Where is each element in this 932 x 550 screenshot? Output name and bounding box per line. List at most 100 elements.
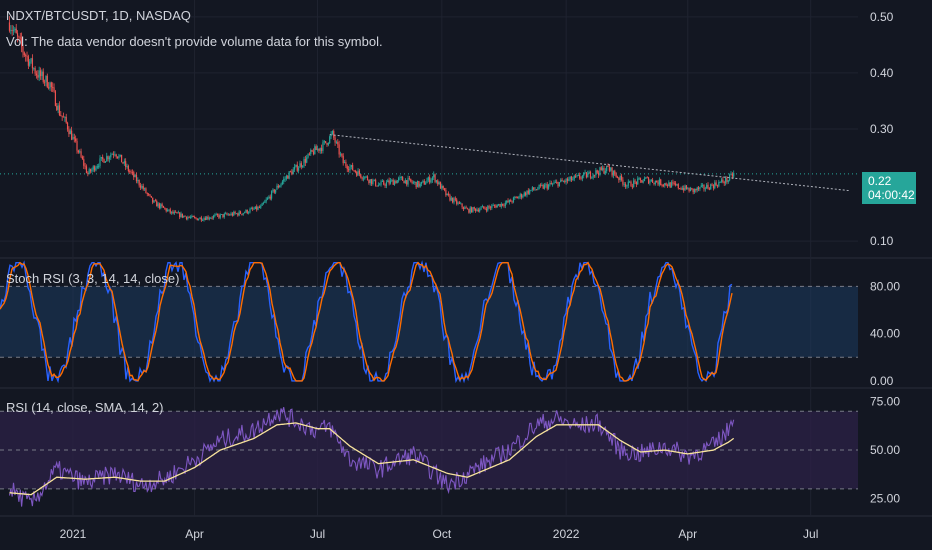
- candle-body: [672, 182, 674, 184]
- candle-body: [665, 183, 667, 186]
- candle-body: [185, 216, 188, 219]
- candle-body: [507, 200, 509, 203]
- time-tick-label: Oct: [433, 527, 452, 541]
- candle-body: [298, 167, 300, 171]
- candle-body: [491, 205, 493, 209]
- candle-body: [341, 153, 343, 156]
- candle-body: [323, 141, 325, 143]
- candle-body: [316, 148, 319, 151]
- candle-body: [597, 172, 600, 175]
- candle-body: [612, 170, 615, 176]
- candle-body: [252, 208, 254, 210]
- candle-body: [703, 185, 705, 189]
- candle-body: [577, 175, 579, 176]
- candle-body: [208, 218, 211, 220]
- candle-body: [377, 185, 379, 187]
- candle-body: [212, 215, 215, 219]
- candle-body: [383, 181, 385, 185]
- candle-body: [626, 185, 628, 187]
- candle-body: [49, 82, 51, 89]
- candle-body: [406, 180, 408, 185]
- candle-body: [76, 141, 78, 151]
- symbol-legend[interactable]: NDXT/BTCUSDT, 1D, NASDAQ: [6, 8, 191, 23]
- candle-body: [670, 182, 673, 188]
- candle-body: [116, 156, 119, 158]
- candle-body: [689, 188, 692, 192]
- candle-body: [473, 207, 475, 209]
- candle-body: [652, 179, 654, 183]
- rsi-legend[interactable]: RSI (14, close, SMA, 14, 2): [6, 400, 164, 415]
- candle-body: [23, 52, 25, 56]
- candle-body: [137, 180, 139, 182]
- candle-body: [188, 217, 190, 219]
- candle-body: [100, 157, 102, 159]
- candle-body: [65, 116, 67, 123]
- candle-body: [447, 193, 450, 196]
- candle-body: [379, 184, 381, 186]
- candle-body: [334, 137, 336, 143]
- candle-body: [506, 200, 508, 203]
- candle-body: [320, 148, 323, 151]
- candle-body: [441, 185, 443, 189]
- candle-body: [364, 176, 366, 179]
- candle-body: [453, 198, 455, 203]
- candle-body: [243, 212, 246, 214]
- candle-body: [285, 175, 288, 179]
- candle-body: [511, 201, 513, 203]
- candle-body: [503, 205, 505, 207]
- candle-body: [98, 166, 100, 167]
- candle-body: [311, 150, 313, 152]
- price-axis[interactable]: 0.50 0.40 0.30 0.10 80.00 40.00 0.00 75.00 50.00…: [870, 10, 900, 506]
- candle-body: [529, 190, 531, 194]
- price-tick-label: 0.30: [870, 122, 894, 136]
- candle-body: [164, 207, 166, 209]
- candle-body: [268, 196, 270, 199]
- candle-body: [181, 213, 184, 218]
- candle-body: [599, 167, 601, 175]
- candle-body: [152, 197, 154, 203]
- candle-body: [38, 70, 40, 78]
- candle-body: [245, 209, 247, 213]
- trendline[interactable]: [329, 134, 850, 192]
- candle-body: [391, 179, 393, 181]
- candle-body: [339, 153, 342, 155]
- time-tick-label: Apr: [678, 527, 697, 541]
- candle-body: [296, 164, 298, 171]
- candle-body: [579, 175, 581, 179]
- candle-body: [257, 207, 259, 210]
- candle-body: [575, 175, 577, 177]
- candle-body: [230, 213, 232, 216]
- candle-body: [21, 38, 23, 47]
- candle-body: [538, 184, 540, 189]
- candle-body: [357, 170, 359, 176]
- candle-body: [161, 204, 163, 207]
- candle-body: [539, 184, 542, 186]
- candle-body: [154, 200, 156, 202]
- bar-countdown: 04:00:42: [868, 188, 915, 202]
- candle-body: [214, 214, 216, 216]
- candle-body: [608, 166, 610, 171]
- stoch-rsi-legend[interactable]: Stoch RSI (3, 3, 14, 14, close): [6, 271, 180, 286]
- candle-body: [187, 217, 189, 219]
- candle-body: [129, 171, 131, 172]
- candle-body: [685, 185, 687, 190]
- candle-body: [95, 167, 97, 171]
- candle-body: [85, 166, 88, 173]
- candle-body: [166, 210, 169, 212]
- candle-body: [307, 153, 309, 158]
- candle-body: [566, 178, 569, 181]
- candle-body: [149, 194, 151, 196]
- candle-body: [520, 194, 523, 198]
- candle-body: [660, 179, 662, 186]
- candle-body: [622, 179, 624, 185]
- candle-body: [125, 161, 127, 167]
- candle-body: [650, 179, 652, 182]
- candle-body: [504, 202, 506, 206]
- time-axis[interactable]: 2021 Apr Jul Oct 2022 Apr Jul: [60, 527, 819, 541]
- volume-note: Vol: The data vendor doesn't provide vol…: [6, 34, 383, 49]
- candle-body: [111, 154, 113, 155]
- candle-body: [695, 188, 697, 191]
- candle-body: [668, 182, 670, 187]
- candle-body: [410, 178, 412, 182]
